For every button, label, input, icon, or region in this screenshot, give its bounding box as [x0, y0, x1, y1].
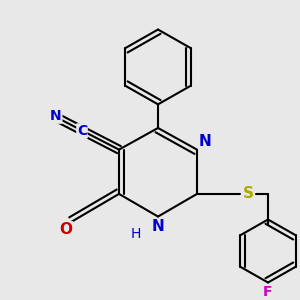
Text: N: N	[199, 134, 212, 149]
Text: F: F	[263, 285, 273, 299]
Text: N: N	[152, 219, 164, 234]
Text: N: N	[50, 109, 62, 123]
Text: S: S	[242, 186, 253, 201]
Text: H: H	[131, 227, 141, 241]
Text: C: C	[77, 124, 87, 138]
Text: O: O	[59, 222, 73, 237]
